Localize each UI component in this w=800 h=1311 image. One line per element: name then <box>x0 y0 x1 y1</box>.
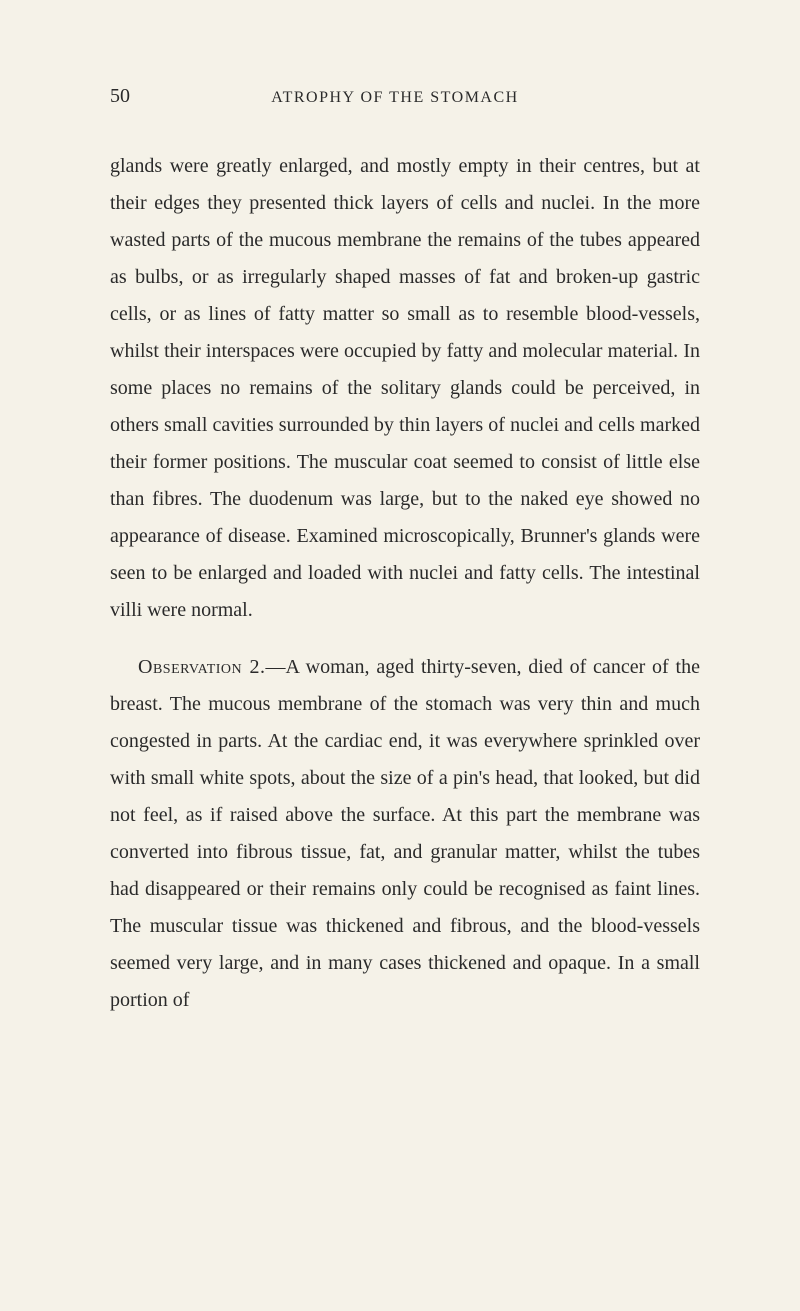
paragraph-1: glands were greatly enlarged, and mostly… <box>110 148 700 629</box>
paragraph-2: Observation 2.—A woman, aged thirty-seve… <box>110 649 700 1019</box>
body-text: glands were greatly enlarged, and mostly… <box>110 148 700 1019</box>
chapter-title: ATROPHY OF THE STOMACH <box>90 89 700 107</box>
page-header: 50 ATROPHY OF THE STOMACH <box>110 85 700 108</box>
observation-label: Observation 2. <box>138 656 265 678</box>
paragraph-2-body: —A woman, aged thirty-seven, died of can… <box>110 656 700 1011</box>
